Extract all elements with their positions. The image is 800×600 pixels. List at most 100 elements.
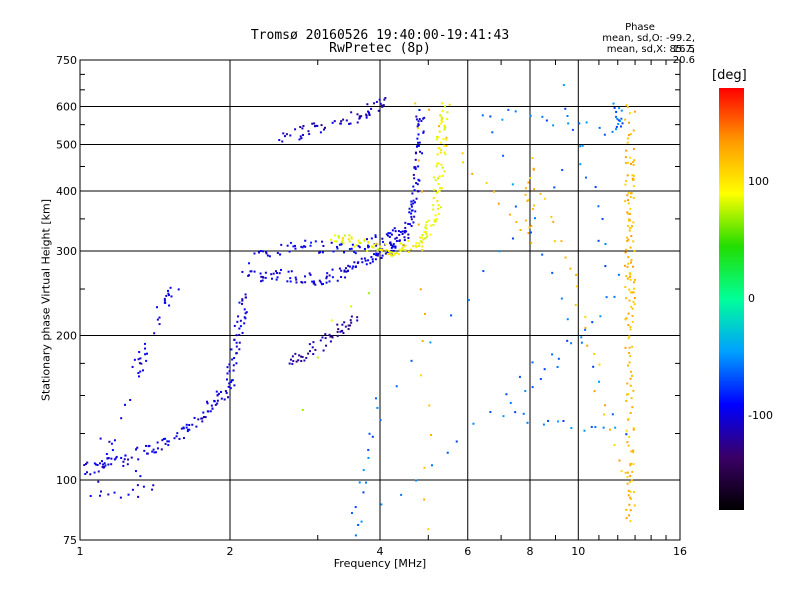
data-point [395,236,398,239]
data-point [177,288,180,291]
data-point [336,334,339,337]
data-point [417,141,420,144]
data-point [467,299,470,302]
data-point [368,113,371,116]
data-point [367,292,370,295]
data-point [324,333,327,336]
data-point [342,332,345,335]
data-point [301,127,304,130]
data-point [602,426,605,429]
data-point [340,243,343,246]
data-point [350,237,353,240]
data-point [615,115,618,118]
data-point [266,254,269,257]
x-tick-label: 8 [527,545,534,558]
data-point [414,167,417,170]
data-point [239,319,242,322]
y-tick-label: 600 [56,101,77,114]
data-point [382,104,385,107]
data-point [418,141,421,144]
data-point [430,224,433,227]
data-point [410,200,413,203]
data-point [110,457,113,460]
data-point [627,262,630,265]
data-point [374,397,377,400]
data-point [227,396,230,399]
data-point [230,348,233,351]
data-point [154,451,157,454]
data-point [498,250,501,253]
chart-subtitle: RwPretec (8p) [329,41,431,56]
data-point [339,330,342,333]
data-point [533,204,536,207]
data-point [326,272,329,275]
data-point [631,406,634,409]
data-point [216,402,219,405]
data-point [348,234,351,237]
data-point [235,345,238,348]
data-point [94,463,97,466]
data-point [613,295,616,298]
data-point [566,339,569,342]
data-point [515,221,518,224]
data-point [261,279,264,282]
data-point [628,503,631,506]
data-point [632,240,635,243]
data-point [292,360,295,363]
data-point [160,448,163,451]
data-point [359,242,362,245]
data-point [156,318,159,321]
data-point [531,386,534,389]
data-point [333,120,336,123]
data-point [584,315,587,318]
data-point [229,381,232,384]
data-point [227,385,230,388]
data-point [626,137,629,140]
data-point [423,116,426,119]
data-point [308,343,311,346]
data-point [448,103,451,106]
data-point [295,360,298,363]
data-point [380,503,383,506]
data-point [209,410,212,413]
data-point [280,243,283,246]
data-point [629,278,632,281]
data-point [441,166,444,169]
data-point [304,281,307,284]
data-point [336,279,339,282]
data-point [404,230,407,233]
data-point [501,118,504,121]
data-point [137,458,140,461]
data-point [294,244,297,247]
data-point [268,255,271,258]
data-point [628,299,631,302]
data-point [628,271,631,274]
data-point [625,517,628,520]
data-point [631,345,634,348]
data-point [300,245,303,248]
data-point [304,275,307,278]
data-point [107,493,110,496]
data-point [349,122,352,125]
data-point [630,479,633,482]
data-point [416,137,419,140]
data-point [620,109,623,112]
data-point [440,102,443,105]
data-point [441,117,444,120]
data-point [100,460,103,463]
data-point [599,315,602,318]
data-point [148,444,151,447]
data-point [136,484,139,487]
data-point [632,300,635,303]
data-point [139,370,142,373]
data-point [629,227,632,230]
data-point [163,301,166,304]
data-point [83,464,86,467]
data-point [314,283,317,286]
data-point [358,117,361,120]
data-point [391,245,394,248]
data-point [633,110,636,113]
data-point [414,244,417,247]
data-point [626,441,629,444]
